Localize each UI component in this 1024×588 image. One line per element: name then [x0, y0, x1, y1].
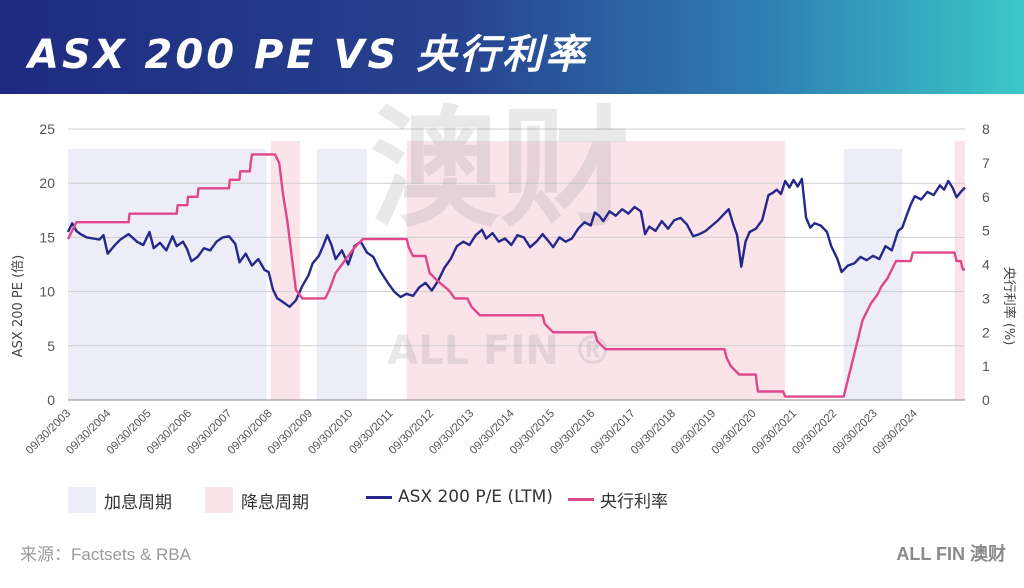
- right-tick-label-1: 1: [982, 358, 990, 374]
- right-tick-label-6: 6: [982, 189, 990, 205]
- period-band-cut-3: [406, 141, 786, 400]
- rate-series-line: [66, 153, 965, 398]
- x-tick-label-21: 09/30/2024: [871, 407, 921, 457]
- right-tick-label-7: 7: [982, 155, 990, 171]
- legend-item-cut: 降息周期: [205, 487, 309, 513]
- left-tick-label-3: 15: [39, 229, 55, 245]
- title-bar: ASX 200 PE VS 央行利率: [0, 0, 1024, 94]
- source-note: 来源：Factsets & RBA: [20, 545, 191, 564]
- legend-label-cut: 降息周期: [241, 492, 309, 513]
- left-axis-label: ASX 200 PE (倍): [11, 255, 26, 357]
- right-tick-label-5: 5: [982, 223, 990, 239]
- legend-item-pe: ASX 200 P/E (LTM): [366, 487, 553, 507]
- right-tick-label-4: 4: [982, 257, 990, 273]
- legend: 加息周期 降息周期 ASX 200 P/E (LTM) 央行利率: [0, 487, 1024, 517]
- left-tick-label-2: 10: [39, 284, 55, 300]
- rate-cycle-bands: [68, 141, 965, 400]
- legend-swatch-pe: [366, 495, 392, 499]
- dual-axis-line-chart: 澳财 ALL FIN ® 0 5 10 15 20 25 0 1 2 3 4 5 6 7 8 09/30/…: [11, 94, 1017, 457]
- legend-swatch-hike: [68, 487, 96, 513]
- legend-label-hike: 加息周期: [104, 492, 172, 513]
- left-tick-label-5: 25: [39, 121, 55, 137]
- svg-text:ALL FIN ®: ALL FIN ®: [387, 328, 612, 374]
- legend-item-rate: 央行利率: [568, 487, 668, 512]
- period-band-hike-2: [316, 149, 367, 400]
- brand-logo: ALL FIN 澳财: [896, 544, 1006, 564]
- period-band-hike-0: [68, 149, 267, 400]
- period-band-cut-5: [954, 141, 965, 400]
- period-band-cut-1: [270, 141, 301, 400]
- right-tick-label-3: 3: [982, 290, 990, 306]
- legend-swatch-cut: [205, 487, 233, 513]
- legend-label-pe: ASX 200 P/E (LTM): [398, 487, 553, 507]
- watermark: 澳财 ALL FIN ®: [370, 94, 630, 374]
- series-lines: [66, 153, 966, 398]
- right-tick-label-8: 8: [982, 121, 990, 137]
- right-tick-label-0: 0: [982, 392, 990, 408]
- left-tick-label-1: 5: [47, 338, 55, 354]
- svg-text:澳财: 澳财: [370, 94, 630, 245]
- pe-series-line: [66, 177, 966, 308]
- legend-item-hike: 加息周期: [68, 487, 172, 513]
- page-title: ASX 200 PE VS 央行利率: [28, 32, 589, 78]
- legend-label-rate: 央行利率: [600, 492, 668, 512]
- left-tick-label-4: 20: [39, 175, 55, 191]
- legend-swatch-rate: [568, 498, 594, 501]
- left-axis-ticks: 0 5 10 15 20 25: [39, 121, 55, 408]
- right-axis-label: 央行利率 (%): [1001, 267, 1017, 346]
- right-tick-label-2: 2: [982, 324, 990, 340]
- left-tick-label-0: 0: [47, 392, 55, 408]
- x-axis-ticks: 09/30/200309/30/200409/30/200509/30/2006…: [24, 407, 921, 457]
- right-axis-ticks: 0 1 2 3 4 5 6 7 8: [982, 121, 990, 408]
